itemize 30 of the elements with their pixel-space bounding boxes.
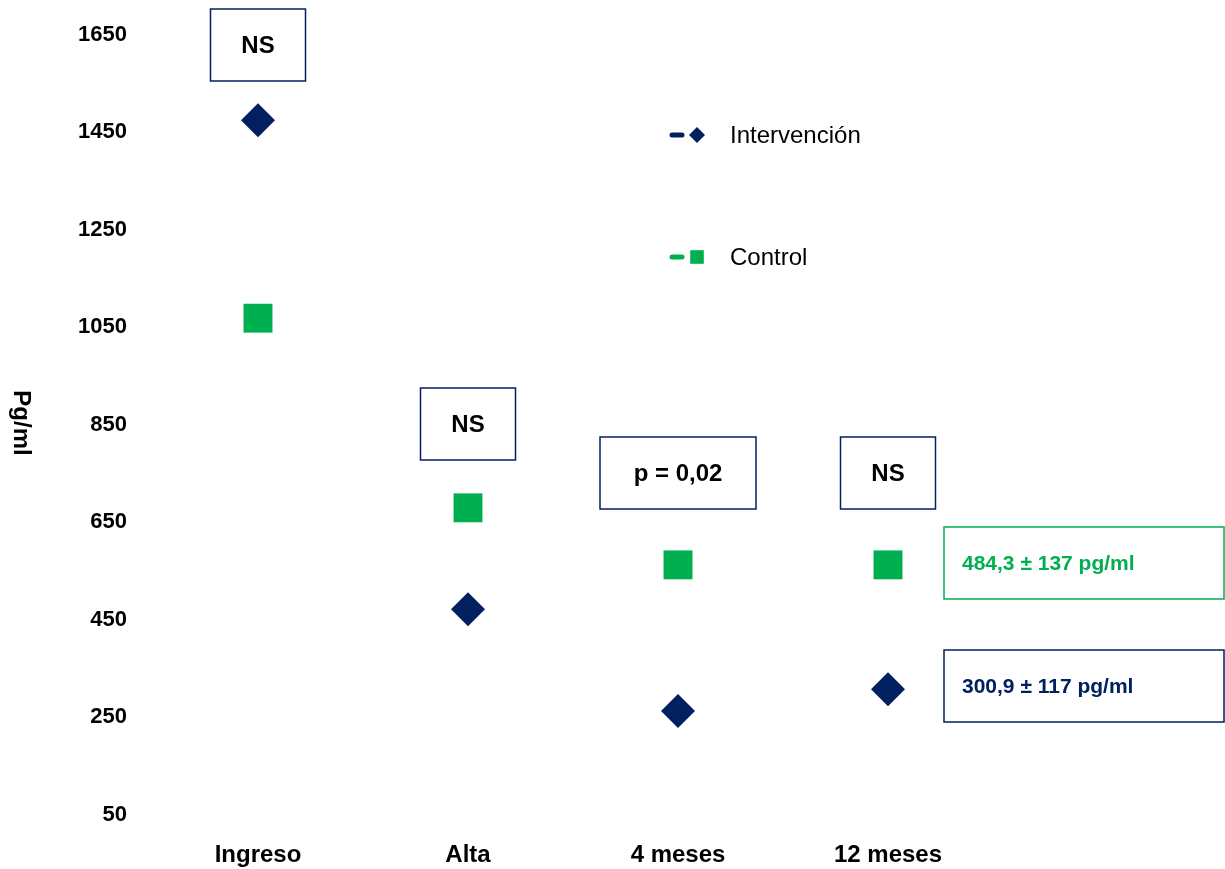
point bbox=[453, 493, 483, 523]
legend-label: Intervención bbox=[730, 121, 861, 149]
annotation: 484,3 ± 137 pg/ml bbox=[962, 551, 1135, 575]
y-tick-label: 1650 bbox=[78, 20, 127, 46]
y-tick-label: 450 bbox=[90, 605, 127, 631]
y-tick-label: 850 bbox=[90, 410, 127, 436]
y-tick-label: 250 bbox=[90, 703, 127, 729]
y-tick-label: 1250 bbox=[78, 215, 127, 241]
point bbox=[451, 592, 485, 627]
legend-label: Control bbox=[730, 243, 808, 271]
point bbox=[663, 550, 693, 580]
x-tick-label: Ingreso bbox=[214, 840, 302, 867]
y-tick-label: 1450 bbox=[78, 118, 127, 144]
y-tick-label: 1050 bbox=[78, 313, 127, 339]
x-tick-label: Alta bbox=[445, 840, 492, 867]
point bbox=[243, 303, 273, 333]
y-tick-label: 50 bbox=[102, 800, 127, 826]
annotation: p = 0,02 bbox=[633, 459, 723, 487]
x-tick-label: 4 meses bbox=[630, 840, 726, 867]
annotation: 300,9 ± 117 pg/ml bbox=[962, 674, 1134, 698]
annotation: NS bbox=[241, 31, 275, 59]
point bbox=[873, 550, 903, 580]
y-tick-label: 650 bbox=[90, 508, 127, 534]
y-axis-title: Pg/ml bbox=[9, 390, 36, 456]
point bbox=[241, 103, 275, 138]
point bbox=[871, 672, 905, 707]
point bbox=[661, 694, 695, 729]
annotation: NS bbox=[871, 459, 905, 487]
annotation: NS bbox=[451, 410, 485, 438]
x-tick-label: 12 meses bbox=[833, 840, 943, 867]
